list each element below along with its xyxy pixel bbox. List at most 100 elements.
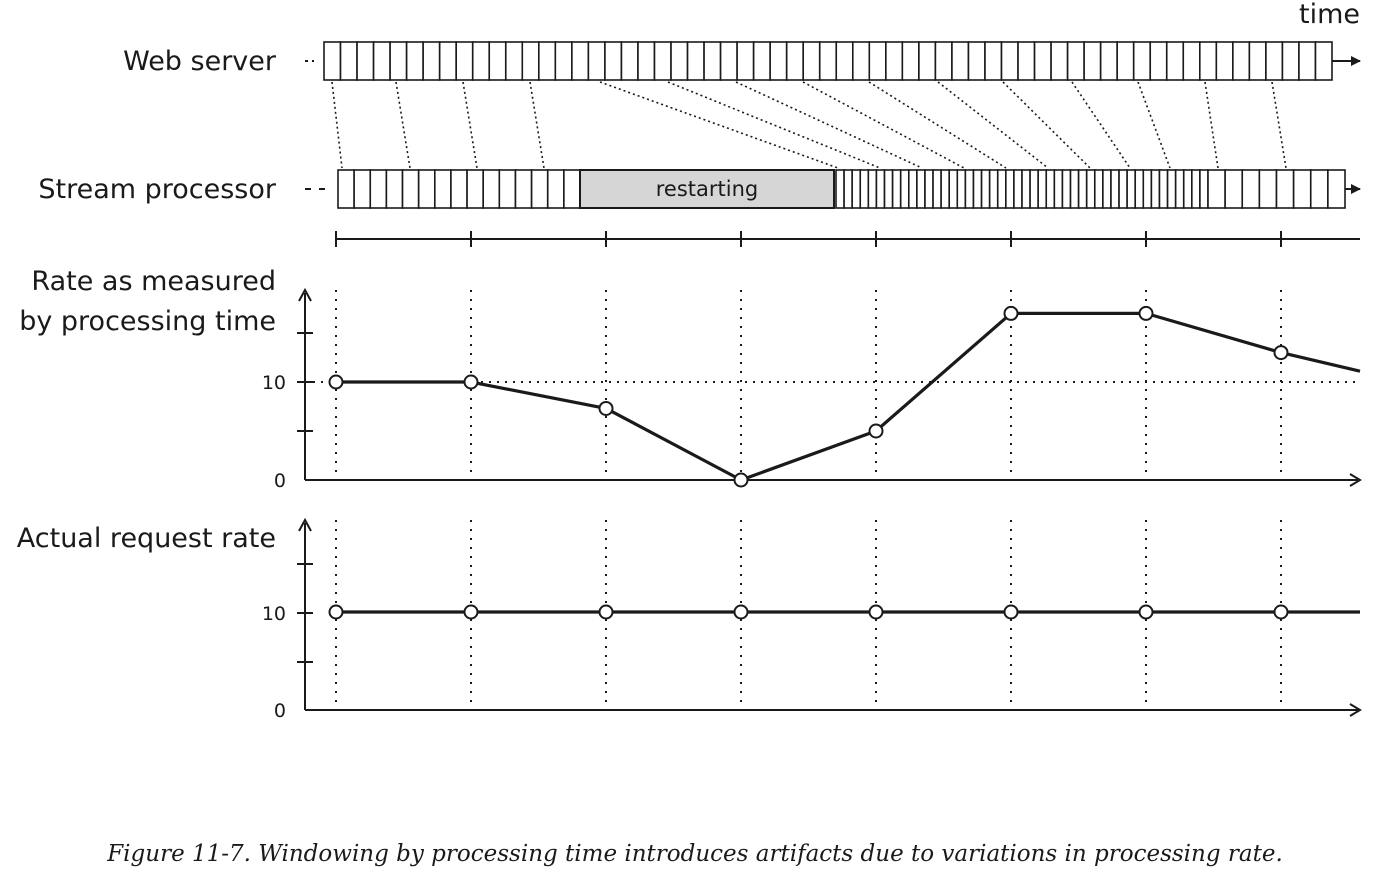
mapping-line — [331, 81, 343, 169]
stream-processor-event — [353, 169, 372, 209]
mapping-line — [599, 81, 839, 169]
stream-processor-event-backlog — [1142, 169, 1153, 209]
window-guide-lines — [335, 290, 1282, 706]
web-server-event — [984, 41, 1003, 81]
web-server-event — [538, 41, 557, 81]
web-server-event — [885, 41, 904, 81]
stream-processor-label: Stream processor — [38, 174, 277, 205]
measured-rate-label-line1: Rate as measured — [31, 266, 276, 297]
web-server-event — [736, 41, 755, 81]
stream-processor-event-backlog — [1199, 169, 1209, 209]
measured-rate-line — [336, 311, 1361, 482]
web-server-event — [620, 41, 639, 81]
stream-processor-event-backlog — [1118, 169, 1128, 209]
web-server-event — [1165, 41, 1185, 81]
stream-processor-event-backlog — [1085, 169, 1096, 209]
mapping-line — [868, 81, 1007, 169]
stream-processor-event-backlog — [1021, 169, 1031, 209]
actual-rate-point — [598, 604, 614, 620]
stream-processor-event — [1309, 169, 1329, 209]
mapping-line — [1137, 81, 1171, 169]
stream-processor-event-backlog — [1061, 169, 1072, 209]
measured-ytick-10: 10 — [262, 372, 286, 394]
stream-processor-event-backlog — [940, 169, 951, 209]
mapping-line — [937, 81, 1049, 169]
web-server-event — [1314, 41, 1333, 81]
stream-processor-event-backlog — [1150, 169, 1161, 209]
stream-processor-event-backlog — [1005, 169, 1015, 209]
stream-processor-event-backlog — [956, 169, 967, 209]
web-server-event — [405, 41, 424, 81]
web-server-event — [835, 41, 854, 81]
stream-processor-event-backlog — [867, 169, 878, 209]
mapping-line — [1204, 81, 1219, 169]
web-server-event — [422, 41, 441, 81]
web-server-event — [1215, 41, 1234, 81]
web-server-events — [323, 41, 1333, 81]
stream-processor-event — [417, 169, 436, 209]
web-server-event — [951, 41, 970, 81]
mapping-line — [395, 81, 411, 169]
stream-processor-event-backlog — [1158, 169, 1169, 209]
measured-rate-point — [868, 423, 884, 439]
mapping-line — [1271, 81, 1287, 169]
stream-processor-event-backlog — [1182, 169, 1193, 209]
stream-processor-event-backlog — [1166, 169, 1177, 209]
web-server-event — [1248, 41, 1267, 81]
web-server-event — [1017, 41, 1036, 81]
web-server-event — [438, 41, 457, 81]
web-server-timeline — [305, 41, 1361, 81]
stream-processor-event — [514, 169, 533, 209]
restarting-box — [579, 169, 835, 209]
web-server-event — [785, 41, 805, 81]
event-mapping-lines — [331, 81, 1287, 169]
stream-processor-event — [498, 169, 517, 209]
actual-rate-point — [733, 604, 749, 620]
stream-processor-events — [337, 169, 1346, 209]
web-server-event — [339, 41, 358, 81]
stream-processor-event — [482, 169, 501, 209]
actual-ytick-0: 0 — [274, 700, 286, 722]
stream-processor-event — [1258, 169, 1278, 209]
web-server-event — [1149, 41, 1168, 81]
web-server-event — [769, 41, 788, 81]
stream-processor-event-backlog — [1077, 169, 1088, 209]
stream-processor-event — [401, 169, 420, 209]
web-server-event — [901, 41, 920, 81]
restarting-label: restarting — [656, 177, 758, 201]
web-server-event — [455, 41, 474, 81]
actual-rate-point — [868, 604, 884, 620]
stream-processor-event-backlog — [891, 169, 902, 209]
measured-rate-axes: 10 0 — [262, 287, 1362, 492]
stream-processor-event-backlog — [932, 169, 942, 209]
web-server-event — [1182, 41, 1201, 81]
stream-processor-event-backlog — [859, 169, 870, 209]
web-server-event — [1281, 41, 1300, 81]
web-server-event — [818, 41, 838, 81]
web-server-event — [752, 41, 771, 81]
measured-rate-point — [1138, 305, 1154, 321]
mapping-line — [1002, 81, 1091, 169]
web-server-event — [1099, 41, 1118, 81]
stream-processor-event-backlog — [875, 169, 886, 209]
mapping-line — [735, 81, 923, 169]
web-server-event — [1232, 41, 1251, 81]
measured-rate-point — [463, 374, 479, 390]
stream-processor-event-backlog — [996, 169, 1007, 209]
web-server-event — [686, 41, 705, 81]
web-server-event — [587, 41, 606, 81]
stream-processor-event-backlog — [1069, 169, 1080, 209]
mapping-line — [802, 81, 965, 169]
mapping-line — [529, 81, 545, 169]
stream-processor-event — [1275, 169, 1295, 209]
stream-processor-event-backlog — [1013, 169, 1023, 209]
stream-processor-event-backlog — [883, 169, 894, 209]
mapping-line — [1071, 81, 1131, 169]
stream-processor-event-backlog — [907, 169, 918, 209]
stream-processor-event-backlog — [924, 169, 934, 209]
web-server-event — [719, 41, 738, 81]
measured-ytick-0: 0 — [274, 470, 286, 492]
stream-processor-event — [450, 169, 468, 209]
web-server-event — [967, 41, 986, 81]
web-server-event — [1298, 41, 1317, 81]
